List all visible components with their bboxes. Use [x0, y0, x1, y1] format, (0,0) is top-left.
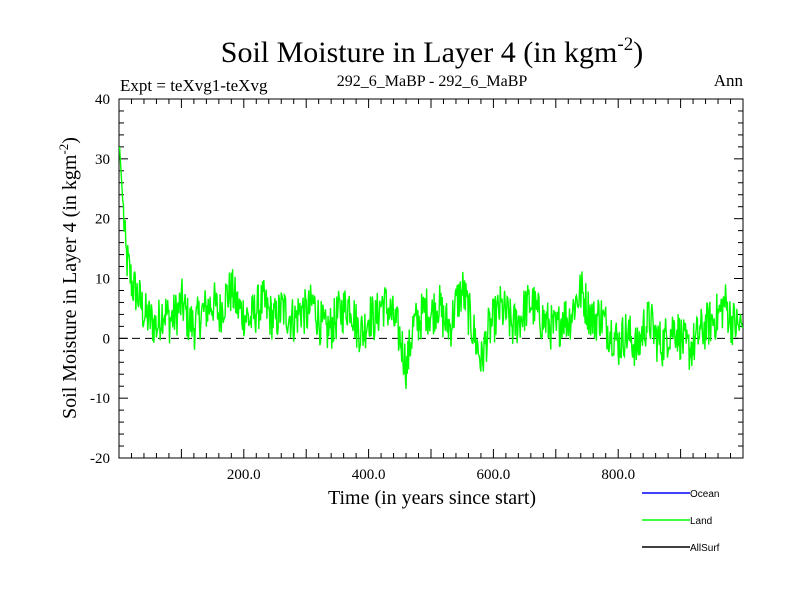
y-tick-label: 40: [95, 92, 110, 108]
plot-frame: [118, 98, 744, 459]
legend-label-ocean: Ocean: [690, 489, 719, 500]
subtitle-left: Expt = teXvg1-teXvg: [120, 76, 268, 95]
subtitle-right: Ann: [714, 71, 744, 90]
x-tick-label: 800.0: [601, 467, 635, 483]
x-tick-label: 200.0: [227, 467, 261, 483]
y-axis-label: Soil Moisture in Layer 4 (in kgm-2): [56, 137, 81, 419]
x-axis-label: Time (in years since start): [328, 487, 536, 509]
x-tick-label: 400.0: [352, 467, 386, 483]
y-tick-label: 0: [103, 331, 111, 347]
x-tick-label: 600.0: [477, 467, 511, 483]
y-tick-label: 20: [95, 212, 110, 228]
chart-title: Soil Moisture in Layer 4 (in kgm-2): [221, 34, 643, 69]
y-tick-label: 10: [95, 272, 110, 288]
series-land-line: [118, 146, 744, 389]
axis-ticks: [119, 99, 743, 458]
y-tick-label: -20: [90, 451, 110, 467]
subtitle-center: 292_6_MaBP - 292_6_MaBP: [337, 73, 528, 90]
legend-label-land: Land: [690, 516, 712, 527]
axis-tick-labels: 200.0 400.0 600.0 800.0 -20 -10 0 10 20 30 40: [90, 92, 635, 483]
y-tick-label: 30: [95, 152, 110, 168]
legend-label-allsurf: AllSurf: [690, 543, 720, 554]
legend: Ocean Land AllSurf: [642, 489, 720, 554]
y-tick-label: -10: [90, 391, 110, 407]
